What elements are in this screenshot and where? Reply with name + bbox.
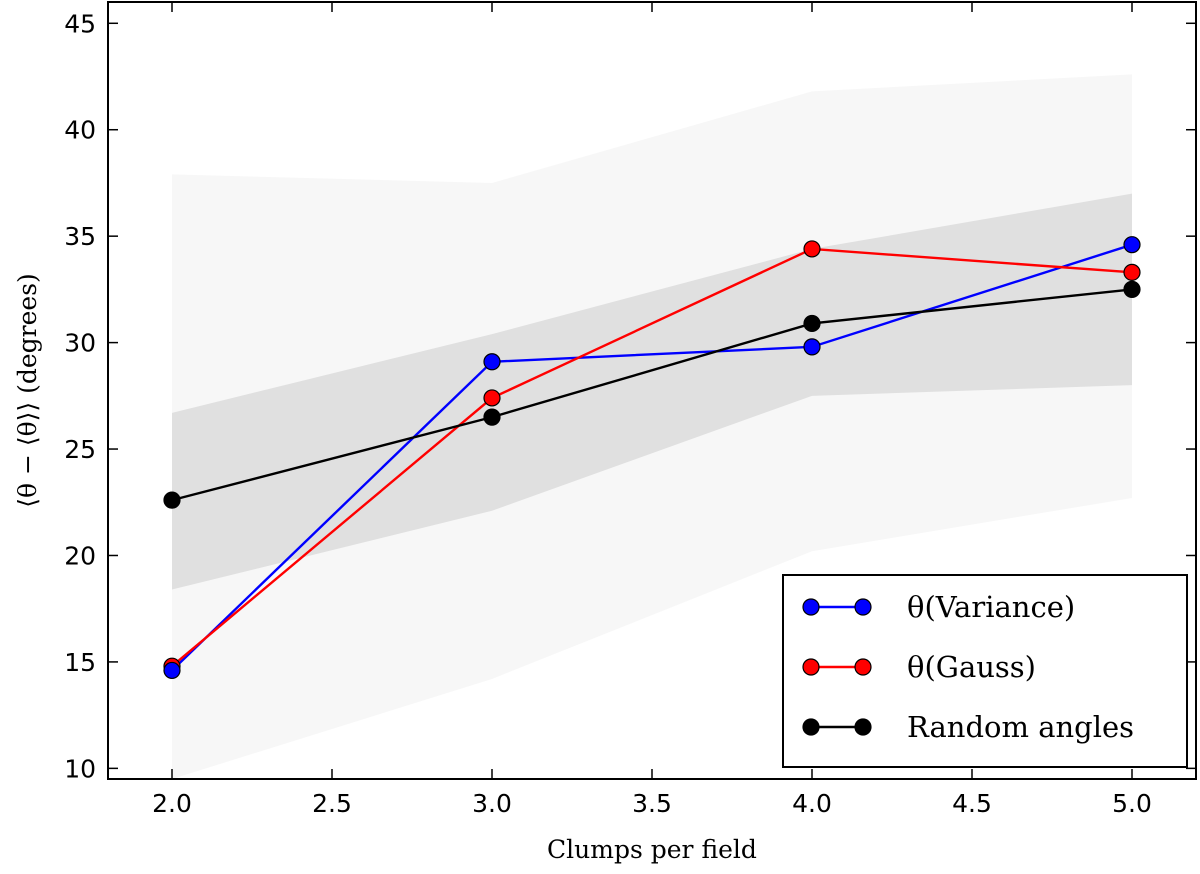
data-point-random-angles-3: [1123, 280, 1141, 298]
data-point-random-angles-2: [803, 314, 821, 333]
y-tick-label: 45: [64, 9, 96, 38]
series-lines: [171, 243, 1133, 672]
y-tick-label: 20: [64, 541, 96, 570]
x-tick-label: 2.5: [312, 789, 352, 818]
legend-item-random-angles: Random angles: [802, 710, 1134, 744]
x-tick-label: 3.5: [632, 789, 672, 818]
data-point-random-angles-1: [483, 408, 501, 426]
x-tick-label: 4.5: [952, 789, 992, 818]
legend-label-variance: θ(Variance): [907, 590, 1075, 624]
legend-item-gauss: θ(Gauss): [802, 650, 1036, 684]
legend-marker-random-angles: [802, 718, 820, 736]
x-tick-label: 5.0: [1112, 789, 1152, 818]
x-tick-label: 2.0: [152, 789, 192, 818]
x-tick-label: 3.0: [472, 789, 512, 818]
data-point-gauss-1: [483, 389, 501, 407]
data-point-variance-2: [803, 338, 821, 356]
y-tick-label: 40: [64, 116, 96, 145]
y-tick-label: 35: [64, 222, 96, 251]
legend-marker-gauss: [802, 658, 820, 676]
legend: θ(Variance) θ(Gauss) Random angles: [782, 574, 1188, 768]
confidence-bands: [172, 74, 1132, 780]
legend-marker-gauss: [854, 658, 872, 676]
data-point-variance-0: [163, 661, 181, 680]
legend-label-random-angles: Random angles: [907, 710, 1134, 744]
data-point-gauss-3: [1123, 263, 1141, 281]
data-point-random-angles-0: [163, 491, 181, 509]
series-line-gauss: [171, 247, 1133, 668]
y-tick-label: 25: [64, 435, 96, 464]
axis-ticks: 2.0 2.5 3.0 3.5 4.0 4.5 5.0 10 15 20 25 30 35 40 45: [64, 2, 1196, 818]
series-markers: [163, 236, 1141, 680]
data-point-variance-1: [483, 353, 501, 371]
legend-marker-variance: [854, 598, 872, 616]
legend-item-variance: θ(Variance): [802, 590, 1075, 624]
legend-marker-variance: [802, 598, 820, 616]
y-tick-label: 10: [64, 754, 96, 783]
series-line-random-angles: [171, 288, 1133, 502]
y-tick-label: 30: [64, 329, 96, 358]
x-tick-label: 4.0: [792, 789, 832, 818]
y-tick-label: 15: [64, 648, 96, 677]
confidence-band-2: [172, 193, 1132, 590]
series-line-variance: [171, 243, 1133, 672]
legend-label-gauss: θ(Gauss): [907, 650, 1036, 684]
legend-marker-random-angles: [854, 718, 872, 736]
x-axis-label: Clumps per field: [547, 835, 757, 864]
legend-items: θ(Variance) θ(Gauss) Random angles: [802, 590, 1134, 744]
y-axis-label: ⟨θ − ⟨θ⟩⟩ (degrees): [13, 273, 42, 508]
data-point-gauss-2: [803, 240, 821, 258]
data-point-variance-3: [1123, 236, 1141, 254]
